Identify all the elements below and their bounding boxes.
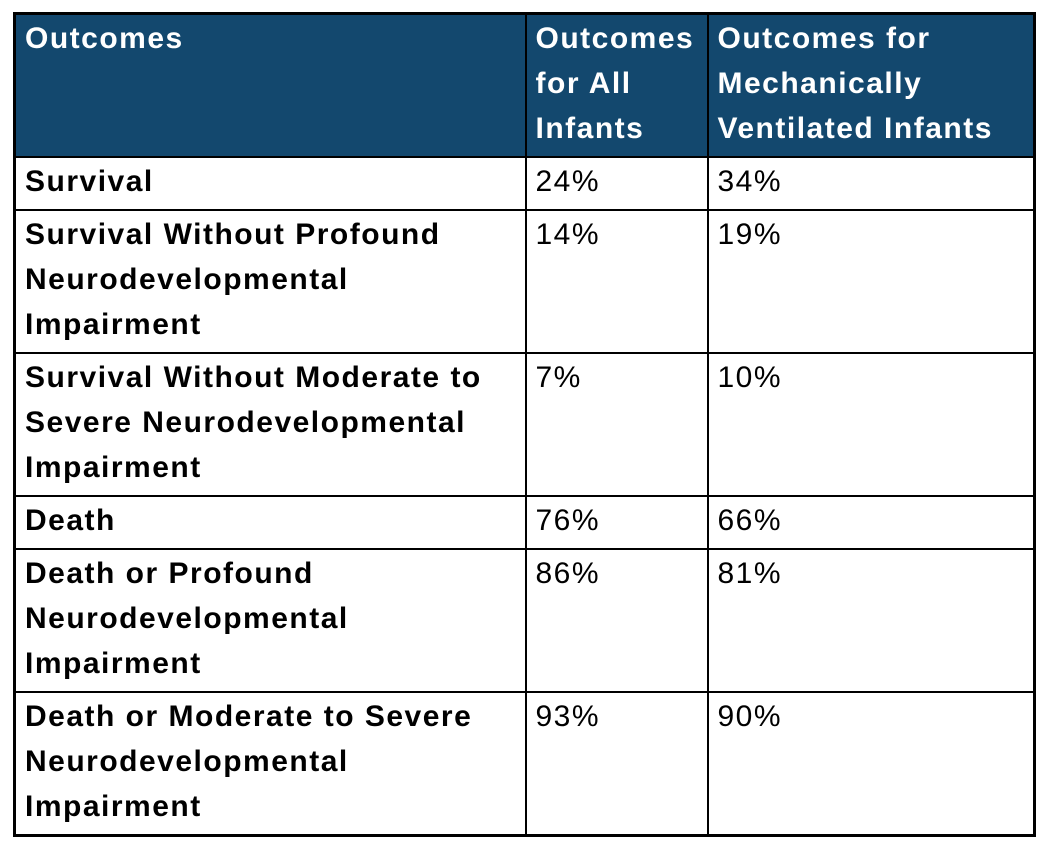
all-infants-value: 76% xyxy=(524,495,709,550)
outcome-label: Death xyxy=(13,495,527,550)
all-infants-value: 86% xyxy=(524,548,709,693)
ventilated-infants-value: 66% xyxy=(706,495,1036,550)
table-row-survival-without-moderate-severe-ndi: Survival Without Moderate to Severe Neur… xyxy=(13,352,1036,497)
table-row-death-or-moderate-severe-ndi: Death or Moderate to Severe Neurodevelop… xyxy=(13,691,1036,837)
all-infants-value: 7% xyxy=(524,352,709,497)
outcome-label: Death or Moderate to Severe Neurodevelop… xyxy=(13,691,527,837)
header-row: Outcomes Outcomes for All Infants Outcom… xyxy=(13,12,1036,158)
table-row-survival: Survival 24% 34% xyxy=(13,156,1036,211)
table-row-death-or-profound-ndi: Death or Profound Neurodevelopmental Imp… xyxy=(13,548,1036,693)
outcomes-table: Outcomes Outcomes for All Infants Outcom… xyxy=(13,12,1036,837)
table-row-survival-without-profound-ndi: Survival Without Profound Neurodevelopme… xyxy=(13,209,1036,354)
ventilated-infants-value: 81% xyxy=(706,548,1036,693)
ventilated-infants-value: 19% xyxy=(706,209,1036,354)
outcome-label: Death or Profound Neurodevelopmental Imp… xyxy=(13,548,527,693)
column-header-ventilated-infants: Outcomes for Mechanically Ventilated Inf… xyxy=(706,12,1036,158)
ventilated-infants-value: 34% xyxy=(706,156,1036,211)
all-infants-value: 24% xyxy=(524,156,709,211)
outcome-label: Survival xyxy=(13,156,527,211)
ventilated-infants-value: 90% xyxy=(706,691,1036,837)
outcome-label: Survival Without Moderate to Severe Neur… xyxy=(13,352,527,497)
all-infants-value: 14% xyxy=(524,209,709,354)
ventilated-infants-value: 10% xyxy=(706,352,1036,497)
all-infants-value: 93% xyxy=(524,691,709,837)
column-header-outcomes: Outcomes xyxy=(13,12,527,158)
column-header-all-infants: Outcomes for All Infants xyxy=(524,12,709,158)
table-row-death: Death 76% 66% xyxy=(13,495,1036,550)
outcome-label: Survival Without Profound Neurodevelopme… xyxy=(13,209,527,354)
